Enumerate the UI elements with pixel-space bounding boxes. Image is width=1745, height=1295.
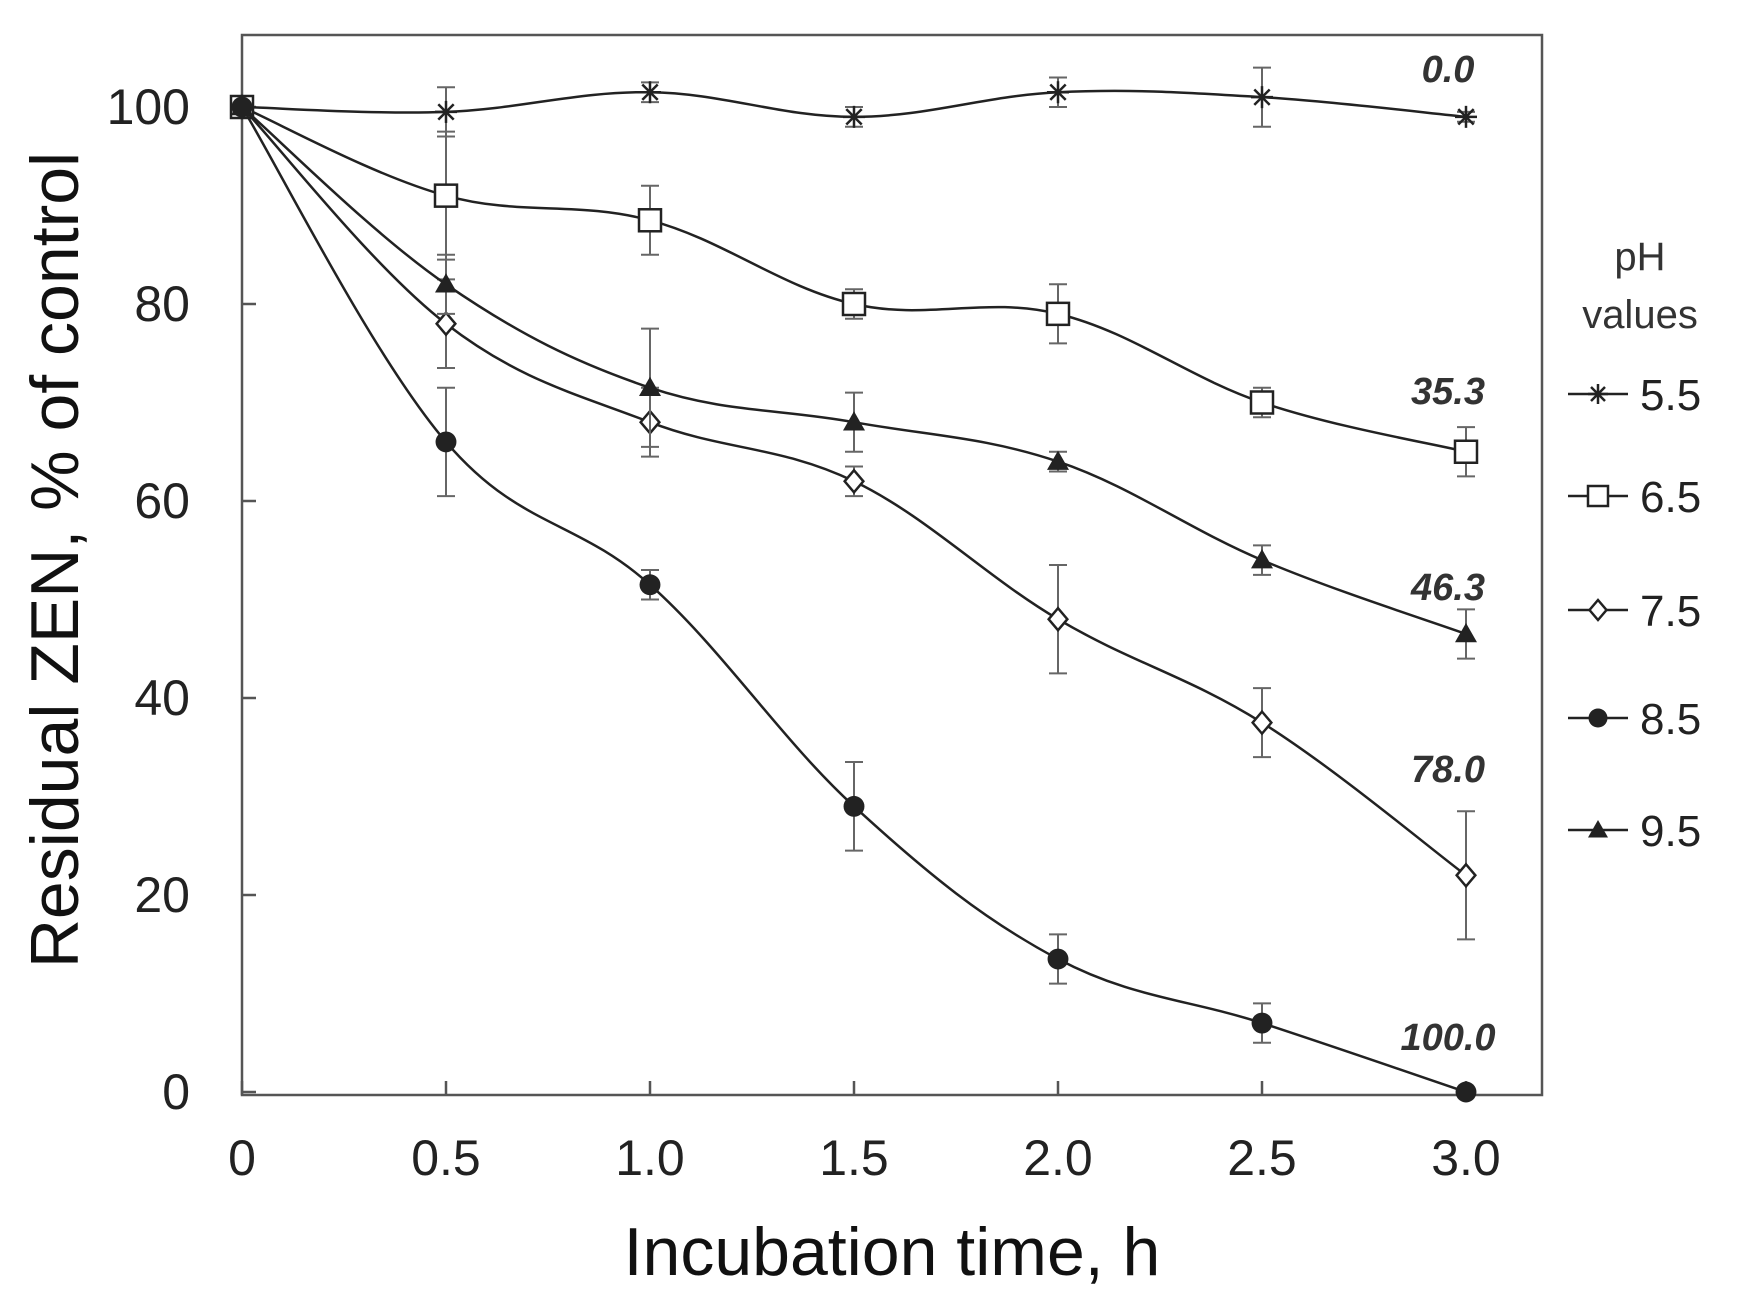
series-7-5	[231, 94, 1477, 941]
end-label: 35.3	[1411, 371, 1485, 413]
marker-asterisk	[1588, 384, 1608, 404]
marker-square	[1453, 439, 1479, 464]
marker-asterisk	[639, 81, 661, 104]
y-tick-label: 0	[162, 1064, 190, 1120]
y-axis-ticks: 0 20 40 60 80 100	[107, 79, 256, 1120]
marker-diamond	[1047, 606, 1069, 633]
marker-square	[1586, 484, 1610, 508]
end-annotations: 0.0 35.3 78.0 100.0 46.3	[1400, 49, 1495, 1059]
marker-triangle	[1251, 549, 1273, 569]
end-label: 100.0	[1400, 1017, 1495, 1059]
marker-circle	[843, 795, 865, 817]
marker-square	[1249, 390, 1275, 415]
marker-asterisk	[1455, 105, 1477, 128]
x-axis-ticks: 0 0.5 1.0 1.5 2.0 2.5 3.0	[228, 1081, 1501, 1186]
y-tick-label: 20	[134, 867, 190, 923]
marker-circle	[1588, 708, 1608, 728]
marker-triangle	[1588, 820, 1608, 838]
x-tick-label: 3.0	[1431, 1130, 1501, 1186]
x-tick-label: 1.0	[615, 1130, 685, 1186]
plot-frame	[240, 33, 1544, 1097]
x-tick-label: 2.0	[1023, 1130, 1093, 1186]
series-9-5	[231, 96, 1477, 660]
marker-triangle	[843, 411, 865, 431]
legend-label: 6.5	[1640, 473, 1701, 522]
marker-diamond	[843, 468, 865, 495]
marker-diamond	[1251, 709, 1273, 736]
y-tick-label: 60	[134, 473, 190, 529]
series-line	[241, 106, 1467, 636]
legend-item-8-5: 8.5	[1568, 695, 1701, 744]
series-5-5	[231, 66, 1477, 138]
marker-circle	[639, 574, 661, 596]
legend-title-line1: pH	[1614, 235, 1665, 279]
marker-asterisk	[1251, 86, 1273, 109]
marker-square	[433, 183, 459, 208]
end-label: 46.3	[1410, 567, 1485, 609]
x-axis-title: Incubation time, h	[624, 1214, 1161, 1290]
marker-square	[1045, 301, 1071, 327]
end-label: 78.0	[1411, 749, 1485, 791]
legend-item-7-5: 7.5	[1568, 587, 1701, 636]
legend-label: 8.5	[1640, 695, 1701, 744]
legend: pH values 5.5 6.5 7.5 8.5 9.5	[1568, 235, 1701, 856]
y-tick-label: 100	[107, 79, 190, 135]
legend-label: 7.5	[1640, 587, 1701, 636]
marker-triangle	[1047, 450, 1069, 470]
y-tick-label: 40	[134, 670, 190, 726]
end-label: 0.0	[1422, 49, 1475, 91]
x-tick-label: 2.5	[1227, 1130, 1297, 1186]
marker-triangle	[231, 96, 253, 116]
marker-square	[841, 291, 867, 317]
legend-label: 5.5	[1640, 371, 1701, 420]
series-layer	[229, 66, 1479, 1103]
legend-item-9-5: 9.5	[1568, 807, 1701, 856]
marker-asterisk	[843, 105, 865, 128]
x-tick-label: 0	[228, 1130, 256, 1186]
marker-circle	[1455, 1081, 1477, 1103]
marker-asterisk	[1047, 81, 1069, 104]
marker-triangle	[1455, 622, 1477, 643]
series-line	[240, 106, 1467, 1094]
marker-circle	[435, 431, 457, 453]
marker-circle	[1047, 948, 1069, 970]
legend-label: 9.5	[1640, 807, 1701, 856]
x-tick-label: 1.5	[819, 1130, 889, 1186]
marker-diamond	[435, 310, 457, 337]
marker-asterisk	[435, 100, 457, 123]
x-tick-label: 0.5	[411, 1130, 481, 1186]
series-6-5	[229, 94, 1479, 478]
marker-circle	[1251, 1012, 1273, 1034]
legend-item-6-5: 6.5	[1568, 473, 1701, 522]
legend-item-5-5: 5.5	[1568, 371, 1701, 420]
marker-square	[637, 208, 663, 233]
marker-diamond	[1587, 598, 1609, 622]
marker-triangle	[435, 273, 457, 293]
y-axis-title: Residual ZEN, % of control	[17, 152, 93, 968]
series-8-5	[231, 96, 1477, 1103]
marker-triangle	[639, 376, 661, 396]
marker-diamond	[1455, 862, 1477, 889]
y-tick-label: 80	[134, 276, 190, 332]
legend-title-line2: values	[1582, 293, 1698, 337]
